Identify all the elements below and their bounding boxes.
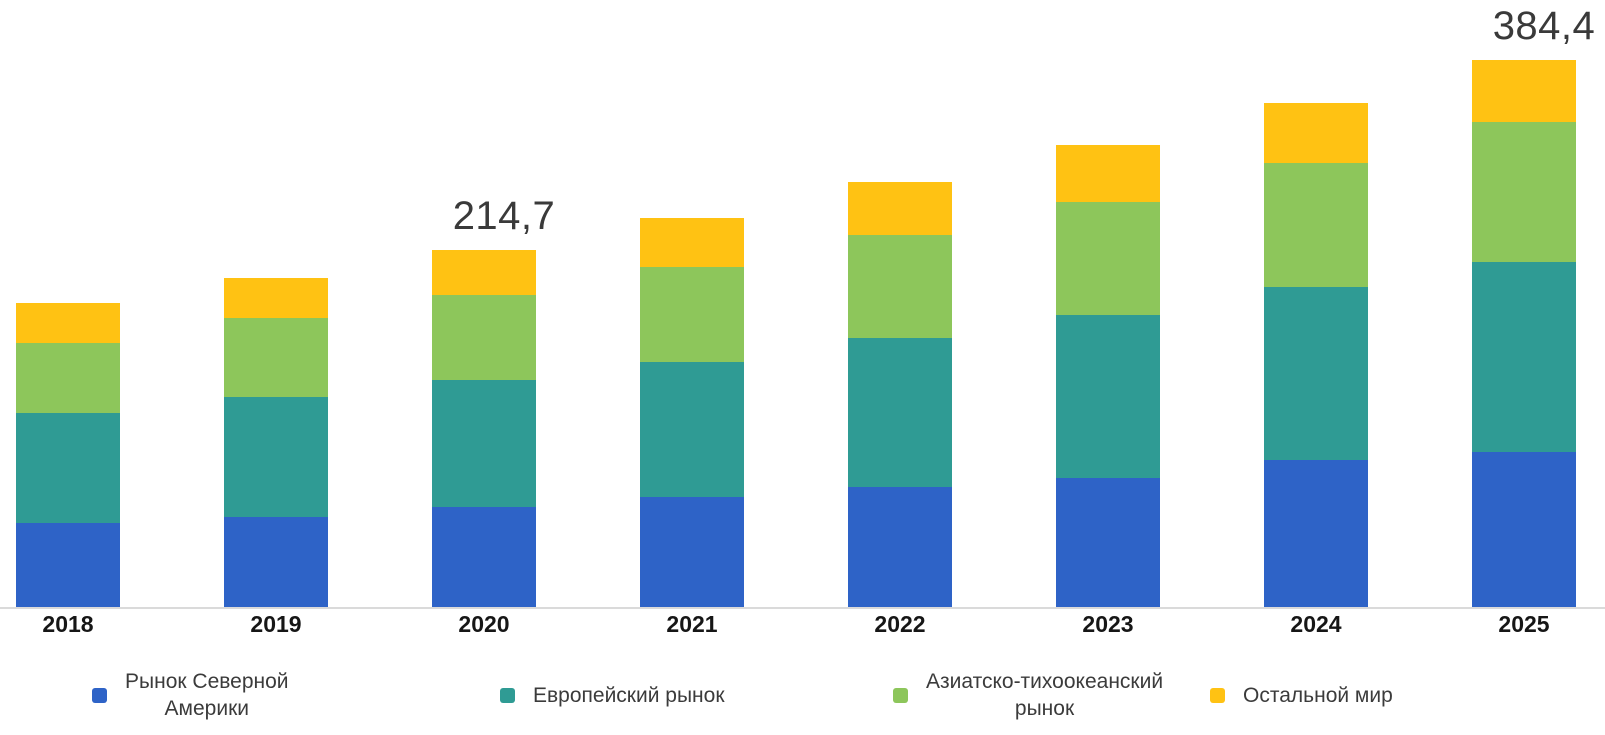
data-label-2020: 214,7 — [452, 194, 556, 239]
bar-segment-2022-series2 — [848, 235, 952, 339]
bar-segment-2021-series0 — [640, 497, 744, 608]
x-axis-label-2025: 2025 — [1498, 611, 1550, 637]
bar-segment-2025-series1 — [1472, 261, 1576, 452]
bar-segment-2020-series3 — [432, 250, 536, 295]
bar-segment-2023-series1 — [1056, 315, 1160, 478]
data-label-2025: 384,4 — [1492, 3, 1596, 48]
bar-segment-2018-series1 — [16, 412, 120, 523]
bar-segment-2023-series3 — [1056, 144, 1160, 202]
legend-swatch-icon — [500, 687, 515, 703]
x-axis-line — [0, 607, 1605, 609]
bar-segment-2023-series0 — [1056, 478, 1160, 608]
bar-segment-2018-series2 — [16, 342, 120, 413]
bar-segment-2020-series2 — [432, 294, 536, 380]
bar-segment-2020-series0 — [432, 506, 536, 608]
legend: Рынок Северной Америки Европейский рынок А… — [0, 664, 1605, 726]
x-axis-label-2020: 2020 — [458, 611, 510, 637]
legend-item-0: Рынок Северной Америки — [92, 664, 289, 726]
x-axis-label-2021: 2021 — [666, 611, 718, 637]
bar-segment-2021-series1 — [640, 362, 744, 498]
x-axis-label-2023: 2023 — [1082, 611, 1134, 637]
bar-segment-2024-series3 — [1264, 102, 1368, 163]
bar-segment-2021-series3 — [640, 218, 744, 268]
bar-segment-2025-series3 — [1472, 59, 1576, 122]
legend-label: Остальной мир — [1243, 683, 1393, 707]
bar-segment-2019-series1 — [224, 397, 328, 518]
legend-item-3: Остальной мир — [1210, 664, 1393, 726]
bar-segment-2022-series3 — [848, 182, 952, 236]
x-axis-label-2019: 2019 — [250, 611, 302, 637]
bar-segment-2024-series1 — [1264, 287, 1368, 460]
legend-label: Азиатско-тихоокеанский рынок — [926, 670, 1164, 720]
bar-segment-2024-series0 — [1264, 459, 1368, 608]
bar-segment-2020-series1 — [432, 379, 536, 507]
legend-item-1: Европейский рынок — [500, 664, 725, 726]
bar-segment-2021-series2 — [640, 267, 744, 363]
bar-segment-2019-series2 — [224, 318, 328, 397]
bar-segment-2025-series0 — [1472, 451, 1576, 608]
x-axis-label-2018: 2018 — [42, 611, 94, 637]
bar-segment-2022-series1 — [848, 338, 952, 488]
bar-segment-2019-series0 — [224, 517, 328, 608]
bar-segment-2022-series0 — [848, 487, 952, 608]
bar-segment-2024-series2 — [1264, 162, 1368, 288]
legend-swatch-icon — [1210, 687, 1225, 703]
bar-segment-2025-series2 — [1472, 121, 1576, 262]
legend-label: Рынок Северной Америки — [125, 670, 289, 720]
legend-item-2: Азиатско-тихоокеанский рынок — [893, 664, 1163, 726]
x-axis-label-2022: 2022 — [874, 611, 926, 637]
bar-segment-2018-series0 — [16, 522, 120, 608]
legend-label: Европейский рынок — [533, 683, 725, 707]
x-axis-label-2024: 2024 — [1290, 611, 1342, 637]
legend-swatch-icon — [893, 687, 908, 703]
legend-swatch-icon — [92, 687, 107, 703]
bar-segment-2023-series2 — [1056, 202, 1160, 316]
bar-segment-2019-series3 — [224, 278, 328, 319]
bar-segment-2018-series3 — [16, 303, 120, 343]
